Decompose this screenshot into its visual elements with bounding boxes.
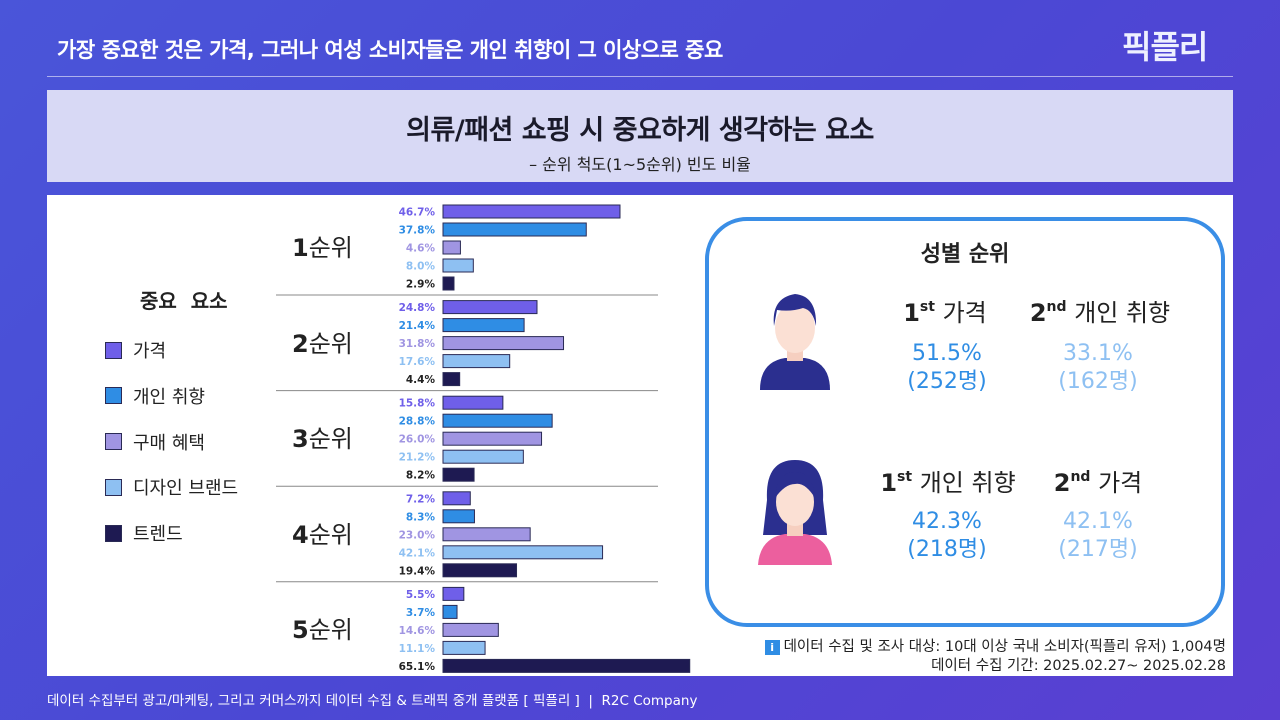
bar (442, 491, 471, 506)
data-label: 7.2% (406, 493, 436, 505)
data-label: 4.6% (406, 243, 436, 255)
legend-label: 구매 혜택 (133, 432, 205, 454)
legend-swatch (105, 433, 122, 451)
note-line-1: 데이터 수집 및 조사 대상: 10대 이상 국내 소비자(픽플리 유저) 1,… (783, 639, 1226, 655)
bar (442, 604, 458, 619)
gender-rank-title: 성별 순위 (920, 242, 1010, 267)
bar (442, 586, 465, 601)
data-label: 19.4% (399, 565, 436, 577)
legend-item: 가격 (105, 337, 166, 363)
male-first-value: 51.5% (252명) (907, 341, 987, 394)
info-icon: i (764, 640, 780, 655)
legend-label: 트렌드 (133, 524, 183, 546)
data-note: i 데이터 수집 및 조사 대상: 10대 이상 국내 소비자(픽플리 유저) 1… (764, 638, 1226, 676)
chart-subtitle: – 순위 척도(1~5순위) 빈도 비율 (529, 155, 751, 174)
female-first-rank: 1st 개인 취향 (880, 469, 1016, 497)
bar (442, 240, 461, 255)
bar (442, 318, 525, 333)
data-label: 46.7% (399, 207, 436, 219)
data-label: 28.8% (399, 416, 436, 428)
female-avatar-icon (758, 460, 832, 565)
bar (442, 640, 486, 655)
bar (442, 431, 543, 446)
data-label: 26.0% (399, 434, 436, 446)
female-second-value: 42.1% (217명) (1058, 509, 1138, 562)
bar (442, 413, 553, 428)
bar (442, 449, 524, 464)
data-label: 14.6% (399, 625, 436, 637)
bar (442, 509, 475, 524)
data-label: 5.5% (406, 589, 436, 601)
note-line-2: 데이터 수집 기간: 2025.02.27~ 2025.02.28 (931, 658, 1226, 674)
data-label: 23.0% (399, 529, 436, 541)
data-label: 2.9% (406, 279, 436, 291)
legend-label: 디자인 브랜드 (133, 478, 239, 500)
data-label: 8.2% (406, 470, 436, 482)
data-label: 65.1% (399, 661, 436, 673)
bar (442, 395, 504, 410)
data-label: 21.4% (399, 320, 436, 332)
legend-item: 구매 혜택 (105, 429, 205, 455)
rank-label: 3순위 (292, 425, 353, 454)
legend-label: 가격 (133, 341, 167, 362)
legend-item: 디자인 브랜드 (105, 474, 238, 500)
male-avatar-icon (760, 294, 830, 390)
bar (442, 258, 474, 273)
legend-label: 개인 취향 (133, 386, 205, 408)
male-second-rank: 2nd 개인 취향 (1029, 299, 1171, 327)
bar (442, 336, 565, 351)
female-first-value: 42.3% (218명) (907, 509, 987, 562)
data-label: 17.6% (399, 356, 436, 368)
data-label: 42.1% (399, 547, 436, 559)
male-second-value: 33.1% (162명) (1058, 341, 1138, 394)
legend-swatch (105, 387, 122, 405)
data-label: 8.3% (406, 511, 436, 523)
chart-title: 의류/패션 쇼핑 시 중요하게 생각하는 요소 (406, 115, 874, 146)
bar (442, 372, 461, 387)
bar (442, 467, 475, 482)
legend-item: 트렌드 (105, 520, 183, 546)
legend-item: 개인 취향 (105, 383, 205, 409)
rank-label: 4순위 (292, 520, 353, 549)
footer: 데이터 수집부터 광고/마케팅, 그리고 커머스까지 데이터 수집 & 트래픽 … (47, 693, 698, 709)
bar (442, 563, 518, 578)
bar (442, 276, 455, 291)
bar (442, 204, 621, 219)
bar (442, 545, 604, 560)
bar (442, 622, 499, 637)
bar (442, 222, 587, 237)
male-first-rank: 1st 가격 (903, 299, 987, 327)
rank-label: 1순위 (292, 234, 353, 262)
legend-title: 중요 요소 (140, 289, 228, 313)
data-label: 21.2% (399, 452, 436, 464)
data-label: 31.8% (399, 338, 436, 350)
rank-label: 5순위 (292, 616, 353, 645)
title-box: 의류/패션 쇼핑 시 중요하게 생각하는 요소 – 순위 척도(1~5순위) 빈… (47, 90, 1233, 182)
data-label: 8.0% (406, 261, 436, 273)
bar (442, 300, 538, 315)
data-label: 37.8% (399, 225, 436, 237)
bar (442, 354, 511, 369)
data-label: 4.4% (406, 374, 436, 386)
data-label: 3.7% (406, 607, 436, 619)
legend-swatch (105, 478, 122, 496)
data-label: 15.8% (399, 398, 436, 410)
female-second-rank: 2nd 가격 (1053, 469, 1143, 497)
rank-label: 2순위 (292, 329, 353, 358)
legend-swatch (105, 524, 122, 542)
divider (47, 76, 1233, 77)
pickply-logo: 픽플리 (1122, 28, 1208, 66)
bar (442, 658, 691, 673)
gender-rank-box (705, 217, 1225, 627)
content-panel (47, 195, 1233, 676)
data-label: 11.1% (399, 643, 436, 655)
legend-swatch (105, 341, 122, 359)
headline: 가장 중요한 것은 가격, 그러나 여성 소비자들은 개인 취향이 그 이상으로… (57, 38, 723, 62)
bar (442, 527, 531, 542)
data-label: 24.8% (399, 302, 436, 314)
